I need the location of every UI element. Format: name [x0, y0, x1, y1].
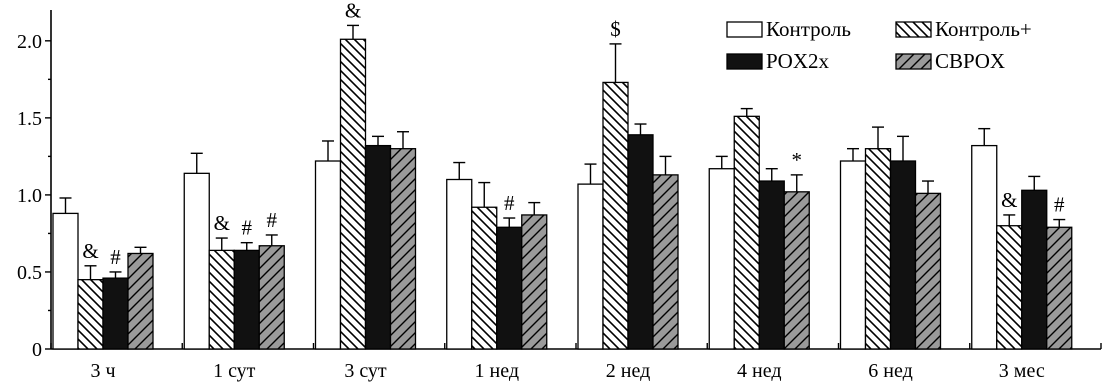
bar	[733, 115, 760, 350]
bar	[996, 225, 1023, 350]
bar	[914, 192, 942, 350]
bar	[652, 174, 679, 350]
x-tick-label: 6 нед	[868, 360, 913, 382]
y-tick-label: 1.5	[17, 108, 42, 130]
significance-mark: #	[1054, 193, 1065, 217]
bar	[364, 144, 392, 350]
significance-mark: #	[110, 245, 121, 269]
significance-mark: &	[1001, 188, 1017, 212]
legend-swatch	[895, 53, 932, 70]
significance-mark: &	[214, 211, 230, 235]
bar	[471, 206, 498, 350]
legend-swatch	[726, 53, 763, 70]
bar	[127, 252, 154, 350]
bar	[758, 180, 785, 350]
significance-mark: $	[610, 17, 621, 41]
annotations: & #& # #&#$*& #	[82, 0, 1065, 269]
x-tick-label: 2 нед	[606, 360, 651, 382]
bar	[183, 172, 210, 350]
bar	[314, 160, 342, 350]
x-tick-label: 3 сут	[344, 360, 387, 382]
legend-label: POX2x	[766, 49, 830, 73]
legend: Контроль Контроль+ POX2x CBPOX	[726, 17, 1032, 73]
legend-swatch	[895, 21, 932, 38]
bars	[52, 24, 1073, 350]
y-tick-label: 1.0	[17, 185, 42, 207]
y-tick-label: 0.5	[17, 262, 42, 284]
bar	[52, 212, 79, 350]
legend-label: CBPOX	[935, 49, 1005, 73]
bar	[208, 249, 235, 350]
x-tick-label: 1 сут	[213, 360, 256, 382]
bar	[627, 134, 654, 350]
significance-mark: #	[242, 216, 253, 240]
bar	[233, 249, 260, 350]
x-tick-label: 4 нед	[737, 360, 782, 382]
bar	[389, 148, 417, 350]
bar	[339, 38, 367, 350]
y-tick-label: 2.0	[17, 31, 42, 53]
x-tick-label: 3 мес	[999, 360, 1045, 382]
legend-swatch	[726, 21, 763, 38]
significance-mark: *	[792, 148, 803, 172]
bar	[258, 245, 285, 350]
bar	[446, 178, 473, 350]
bar	[783, 191, 810, 350]
significance-mark: &	[82, 239, 98, 263]
bar	[889, 160, 917, 350]
bar	[864, 148, 892, 350]
bar	[496, 226, 523, 350]
bar	[102, 277, 129, 350]
x-tick-label: 3 ч	[90, 360, 115, 382]
x-tick-label: 1 нед	[475, 360, 520, 382]
legend-label: Контроль	[766, 17, 851, 41]
bar	[77, 279, 104, 350]
legend-label: Контроль+	[935, 17, 1032, 41]
bar	[602, 81, 629, 350]
significance-mark: #	[504, 191, 515, 215]
bar	[971, 144, 998, 350]
bar	[839, 160, 867, 350]
significance-mark: &	[345, 0, 361, 22]
bar	[1046, 226, 1073, 350]
bar	[521, 214, 548, 350]
bar	[708, 168, 735, 350]
bar	[577, 183, 604, 350]
bar	[1021, 189, 1048, 350]
significance-mark: #	[267, 208, 278, 232]
y-tick-label: 0	[32, 339, 42, 361]
axes: 0 0.5 1.0 1.5 2.0 3 ч 1 сут 3 сут 1 нед 2 нед 4 не…	[17, 10, 1102, 382]
